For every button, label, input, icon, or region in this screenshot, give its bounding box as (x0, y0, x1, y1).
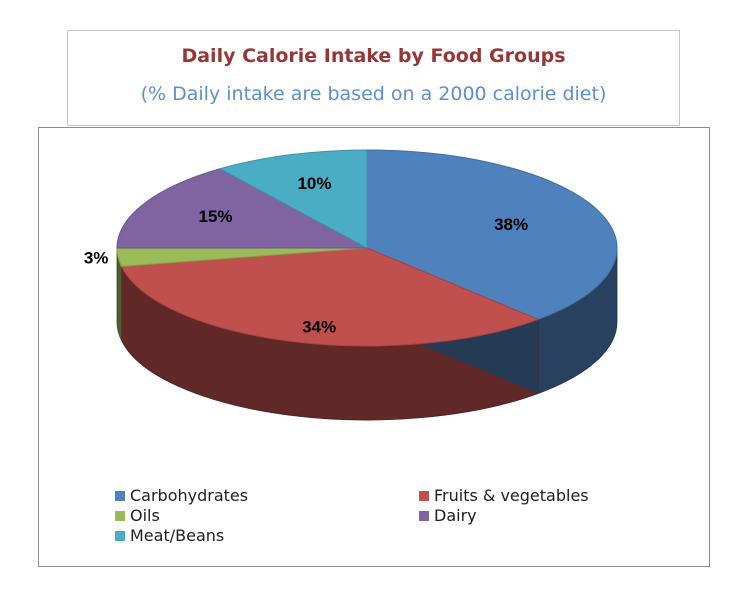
legend-item-meat-beans: Meat/Beans (115, 526, 224, 545)
legend-label: Meat/Beans (130, 526, 225, 545)
legend-swatch (115, 490, 125, 501)
chart-subtitle: (% Daily intake are based on a 2000 calo… (140, 83, 607, 105)
legend-item-oils: Oils (115, 506, 160, 525)
legend-label: Dairy (434, 506, 477, 525)
data-label-dairy: 15% (199, 207, 233, 226)
pie-chart: 38% 34% 3% 15% 10% (84, 149, 618, 421)
data-label-carbohydrates: 38% (494, 215, 528, 234)
slice-carbohydrates (366, 149, 618, 320)
data-label-meat-beans: 10% (297, 174, 331, 193)
legend-swatch (115, 510, 125, 521)
slice-dairy (116, 168, 368, 249)
legend-item-dairy: Dairy (419, 506, 477, 525)
data-label-fruits-vegetables: 34% (302, 317, 336, 336)
chart-area: 38% 34% 3% 15% 10% Carbohydrates Fruits & veg… (38, 127, 710, 567)
legend-label: Fruits & vegetables (434, 486, 589, 505)
legend-label: Oils (130, 506, 160, 525)
legend-swatch (419, 490, 429, 501)
slice-fruits-vegetables (120, 247, 540, 347)
legend-swatch (115, 530, 125, 541)
legend-swatch (419, 510, 429, 521)
chart-title: Daily Calorie Intake by Food Groups (181, 45, 566, 67)
legend-item-carbohydrates: Carbohydrates (115, 486, 248, 505)
legend-label: Carbohydrates (130, 486, 249, 505)
legend: Carbohydrates Fruits & vegetables Oils Dair… (39, 128, 709, 566)
data-label-oils: 3% (84, 249, 109, 268)
slice-meat-beans (218, 149, 368, 249)
chart-title-box: Daily Calorie Intake by Food Groups (% D… (67, 30, 680, 126)
legend-item-fruits-vegetables: Fruits & vegetables (419, 486, 589, 505)
